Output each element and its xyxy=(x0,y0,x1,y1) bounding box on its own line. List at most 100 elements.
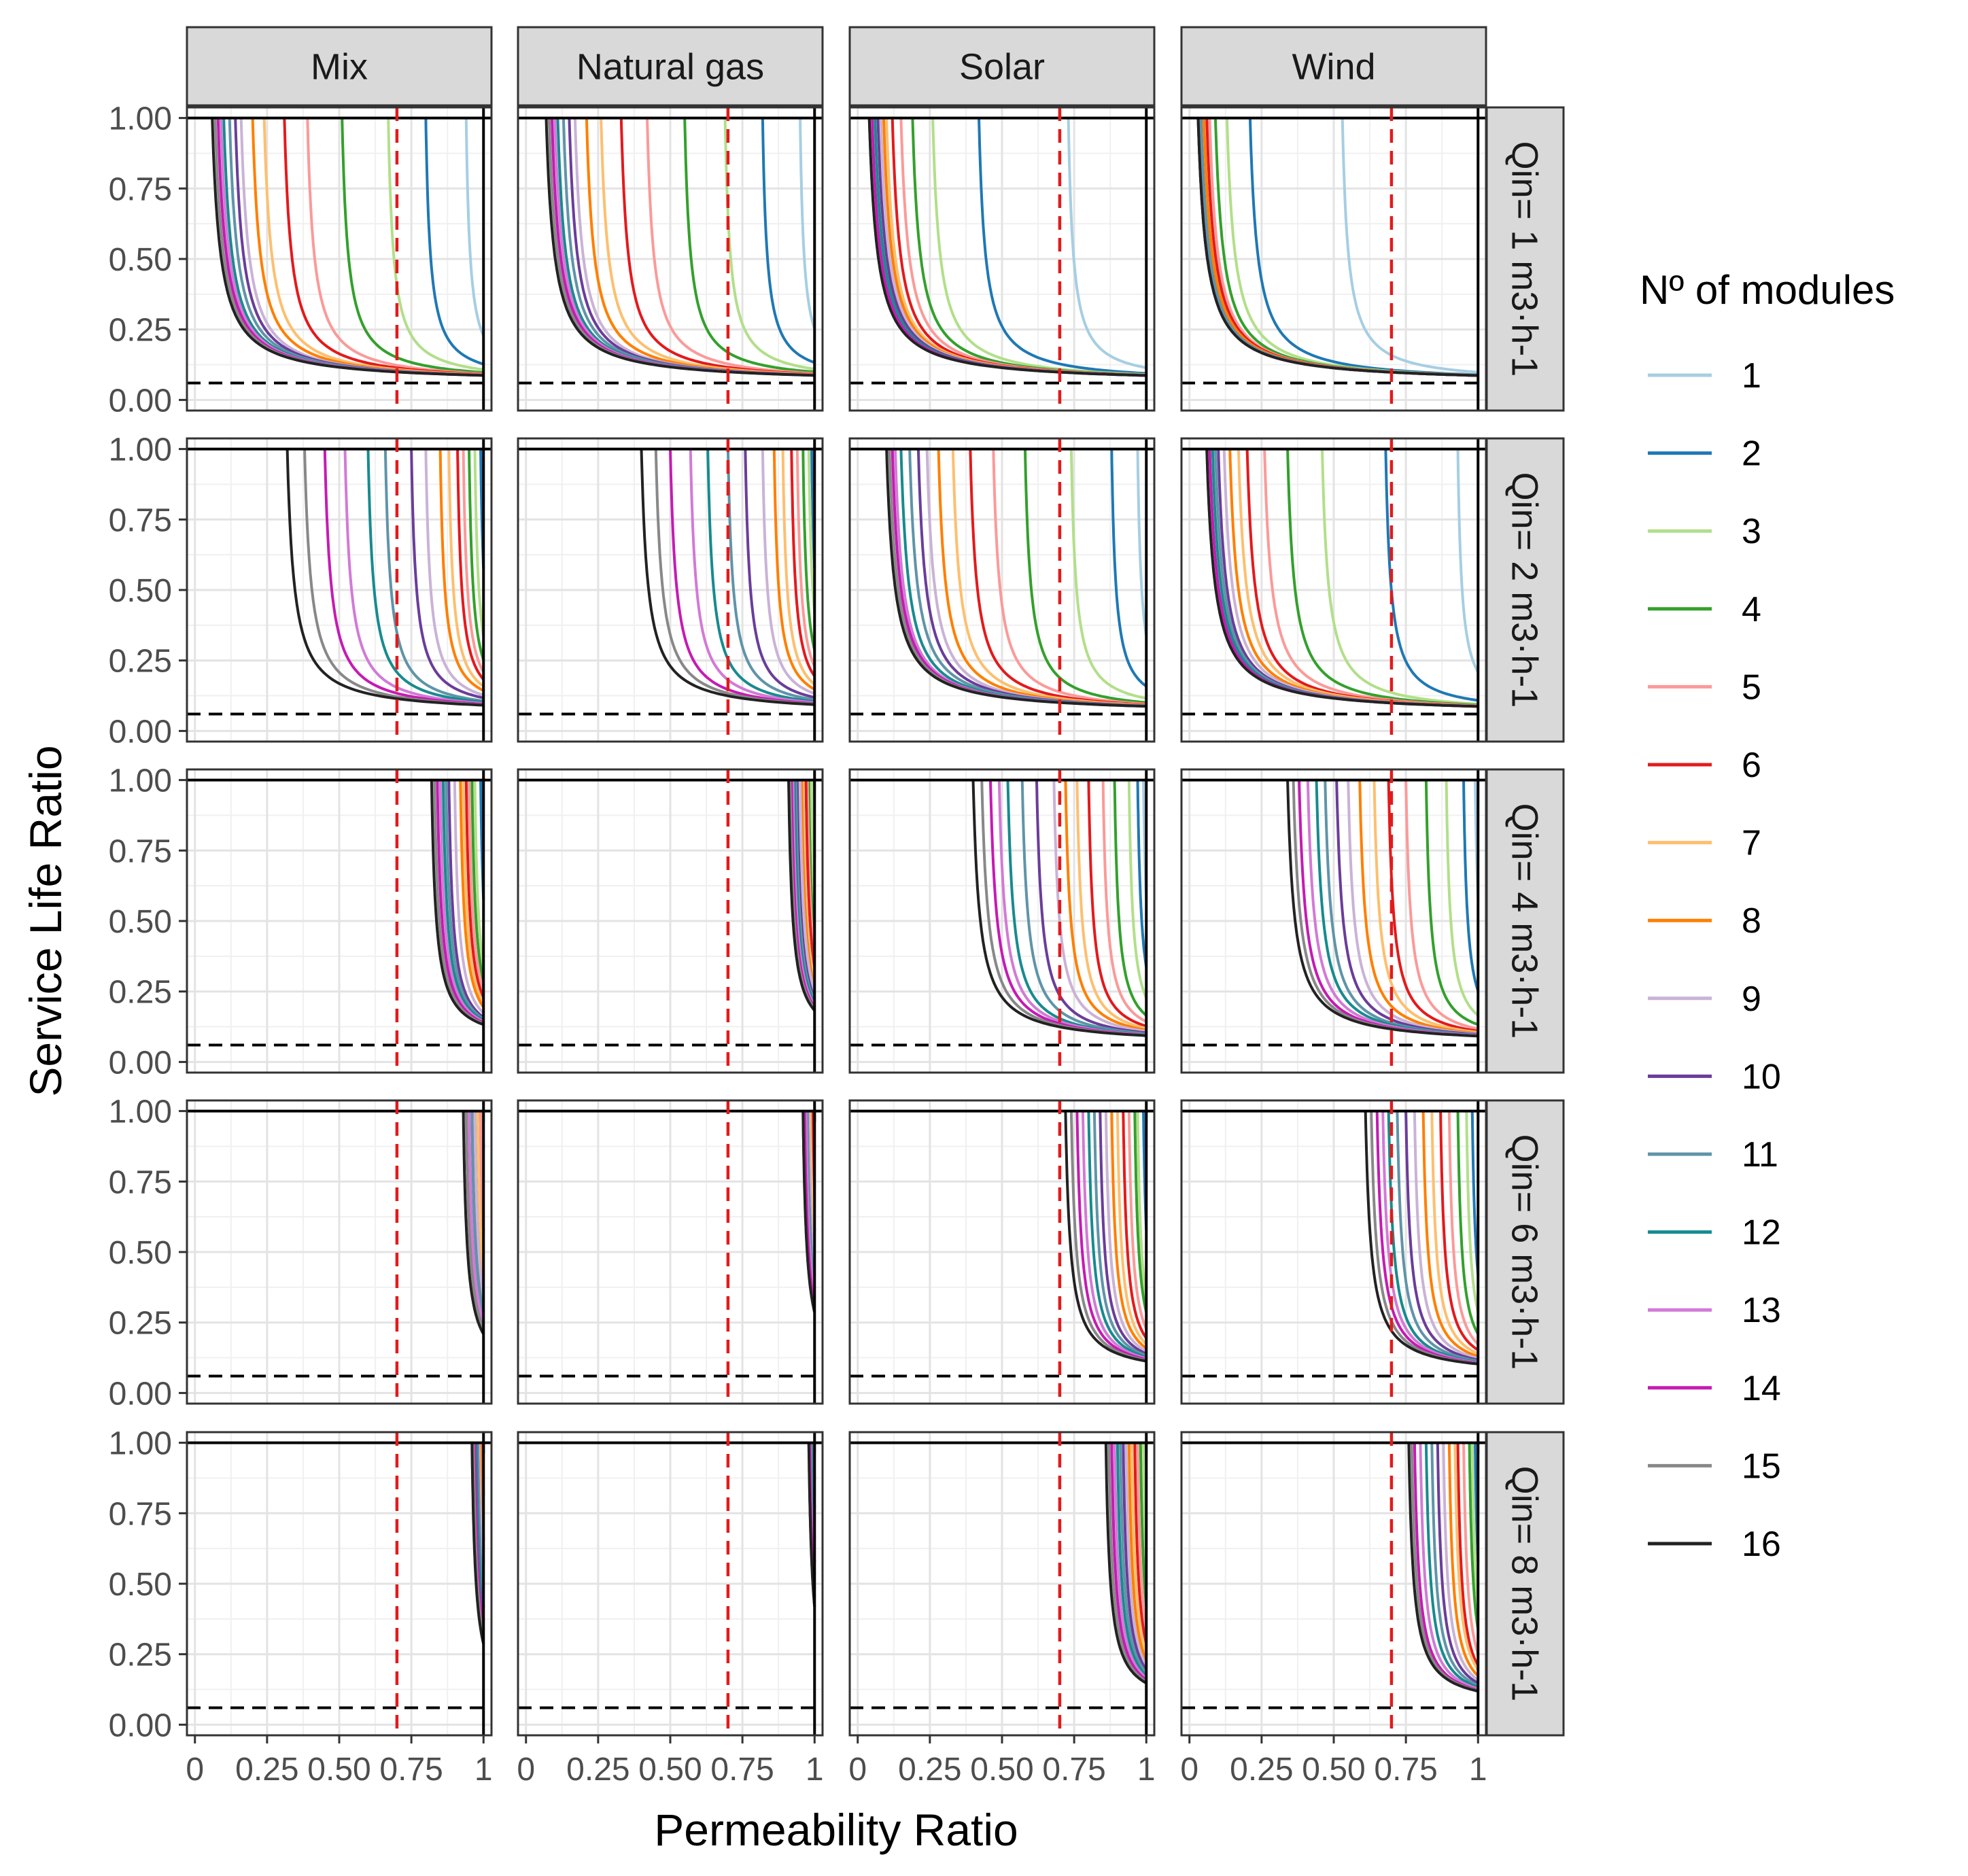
y-tick-label: 1.00 xyxy=(109,1094,172,1130)
x-tick-label: 1 xyxy=(1137,1752,1156,1788)
series-line-modules-11 xyxy=(806,1111,816,1289)
series-line-modules-12 xyxy=(366,449,484,704)
series-line-modules-4 xyxy=(807,780,816,945)
series-line-modules-13 xyxy=(804,1111,816,1299)
row-strip-bg xyxy=(1485,1099,1565,1405)
series-line-modules-16 xyxy=(807,1442,816,1608)
panel xyxy=(186,106,493,412)
series-line-modules-2 xyxy=(1462,780,1480,992)
series-line-modules-16 xyxy=(867,118,1147,377)
legend-label: 12 xyxy=(1742,1213,1781,1253)
series-line-modules-9 xyxy=(761,449,816,695)
y-tick-label: 0.00 xyxy=(109,383,172,419)
panel xyxy=(1180,437,1487,743)
series-line-modules-10 xyxy=(410,449,484,699)
legend-label: 16 xyxy=(1742,1525,1781,1564)
x-tick-label: 1 xyxy=(474,1752,493,1788)
panel xyxy=(186,1099,493,1405)
series-line-modules-1 xyxy=(799,118,816,330)
panel xyxy=(848,768,1156,1074)
series-line-modules-7 xyxy=(1453,1442,1479,1671)
series-line-modules-4 xyxy=(1113,780,1147,1017)
x-tick-label: 0.25 xyxy=(898,1752,961,1788)
series-line-modules-13 xyxy=(438,780,485,1023)
series-line-modules-9 xyxy=(424,449,484,697)
legend-item: 4 xyxy=(1648,590,1761,629)
series-line-modules-14 xyxy=(436,780,485,1024)
series-line-modules-2 xyxy=(1470,1111,1480,1276)
series-line-modules-16 xyxy=(545,118,815,377)
panel xyxy=(1180,768,1487,1074)
series-line-modules-4 xyxy=(1424,780,1479,1026)
row-strips: Qin= 1 m3·h-1 Qin= 2 m3·h-1 Qin= 4 m3·h-1 Q… xyxy=(1485,106,1565,1737)
series-line-modules-12 xyxy=(441,780,485,1022)
series-line-modules-3 xyxy=(1127,780,1148,998)
series-line-modules-6 xyxy=(790,449,816,677)
series-line-modules-7 xyxy=(1075,780,1147,1030)
series-line-modules-5 xyxy=(1447,1111,1479,1346)
legend-item: 12 xyxy=(1648,1213,1781,1253)
y-tick-label: 0.75 xyxy=(109,1164,172,1200)
legend-label: 15 xyxy=(1742,1446,1781,1486)
series-line-modules-12 xyxy=(1424,1442,1479,1689)
series-line-modules-10 xyxy=(1099,1111,1147,1355)
x-tick-label: 0.50 xyxy=(307,1752,370,1788)
row-strip-label: Qin= 6 m3·h-1 xyxy=(1504,1134,1545,1370)
panel xyxy=(186,1431,493,1737)
x-tick-label: 1 xyxy=(1469,1752,1487,1788)
y-tick-label: 0.25 xyxy=(109,644,172,680)
y-tick-label: 0.00 xyxy=(109,1376,172,1412)
legend-label: 2 xyxy=(1742,434,1761,474)
series-line-modules-6 xyxy=(804,780,816,968)
series-line-modules-1 xyxy=(1067,118,1147,369)
series-line-modules-16 xyxy=(801,1111,816,1313)
legend-label: 8 xyxy=(1742,901,1761,941)
panel-border xyxy=(848,437,1156,743)
y-tick-label: 0.00 xyxy=(109,1707,172,1743)
series-line-modules-14 xyxy=(1110,1442,1147,1682)
series-line-modules-16 xyxy=(971,780,1147,1037)
series-line-modules-13 xyxy=(1081,1111,1147,1360)
panel xyxy=(517,437,824,743)
series-line-modules-7 xyxy=(462,780,485,1004)
series-line-modules-6 xyxy=(1456,1442,1480,1667)
series-line-modules-4 xyxy=(1456,1111,1480,1335)
series-line-modules-6 xyxy=(1122,1111,1147,1339)
series-line-modules-3 xyxy=(1136,1111,1148,1299)
x-tick-label: 0.50 xyxy=(638,1752,702,1788)
y-tick-label: 0.00 xyxy=(109,1045,172,1081)
series-line-modules-5 xyxy=(646,118,815,375)
y-tick-label: 0.75 xyxy=(109,171,172,207)
panel xyxy=(517,1099,824,1405)
series-line-modules-7 xyxy=(476,1111,485,1276)
series-line-modules-16 xyxy=(1104,1442,1147,1685)
y-tick-label: 0.50 xyxy=(109,1235,172,1271)
series-line-modules-14 xyxy=(1075,1111,1147,1361)
series-line-modules-14 xyxy=(473,1442,485,1631)
series-line-modules-13 xyxy=(1113,1442,1147,1680)
row-strip-label: Qin= 2 m3·h-1 xyxy=(1504,472,1545,708)
column-strip-bg xyxy=(1180,26,1487,107)
legend-label: 14 xyxy=(1742,1369,1781,1408)
series-line-modules-2 xyxy=(1110,449,1147,688)
x-tick-label: 0.25 xyxy=(566,1752,629,1788)
legend-label: 4 xyxy=(1742,590,1761,629)
legend-item: 5 xyxy=(1648,667,1761,707)
column-strip-label: Solar xyxy=(959,47,1045,88)
x-tick-label: 0.75 xyxy=(1374,1752,1437,1788)
series-line-modules-11 xyxy=(383,449,484,703)
x-axis-title: Permeability Ratio xyxy=(654,1805,1018,1855)
series-line-modules-3 xyxy=(1465,1111,1480,1313)
series-line-modules-1 xyxy=(464,118,485,336)
panel xyxy=(1180,106,1487,412)
series-line-modules-16 xyxy=(1205,449,1479,708)
legend-item: 15 xyxy=(1648,1446,1781,1486)
series-line-modules-7 xyxy=(1373,780,1479,1034)
series-line-modules-10 xyxy=(1035,780,1147,1035)
legend-item: 14 xyxy=(1648,1369,1781,1408)
y-tick-label: 0.25 xyxy=(109,1637,172,1673)
series-line-modules-13 xyxy=(689,449,815,704)
panel xyxy=(517,106,824,412)
panel-border xyxy=(848,768,1156,1074)
